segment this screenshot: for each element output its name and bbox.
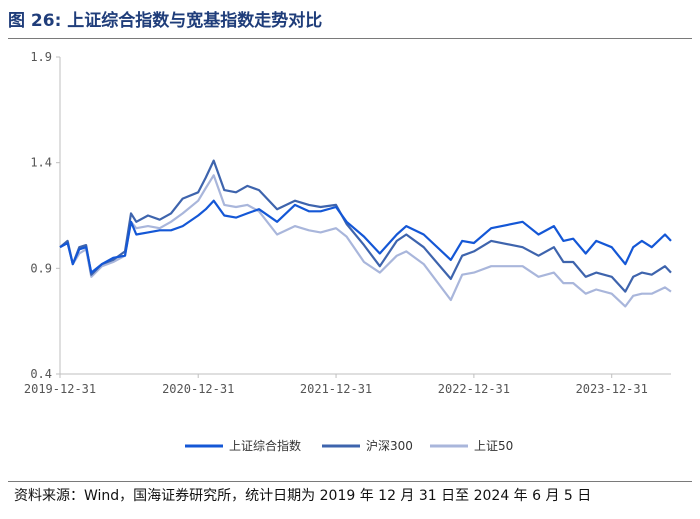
legend-label-1: 沪深300 xyxy=(366,439,413,453)
legend-label-2: 上证50 xyxy=(474,439,513,453)
series-line-2 xyxy=(59,174,672,308)
chart-axes xyxy=(59,57,671,375)
x-tick-label: 2019-12-31 xyxy=(24,382,96,396)
x-tick-label: 2022-12-31 xyxy=(438,382,510,396)
x-tick-label: 2021-12-31 xyxy=(300,382,372,396)
x-tick-label: 2023-12-31 xyxy=(576,382,648,396)
x-tick-label: 2020-12-31 xyxy=(162,382,234,396)
series-line-0 xyxy=(59,199,672,274)
y-tick-label: 1.4 xyxy=(30,156,52,170)
figure-title: 图 26: 上证综合指数与宽基指数走势对比 xyxy=(8,11,323,31)
y-axis-ticks: 1.9 1.4 0.9 0.4 xyxy=(30,50,60,381)
y-tick-label: 0.9 xyxy=(30,261,52,275)
line-chart: 1.9 1.4 0.9 0.4 2019-12-31 2020-12-31 2021-12… xyxy=(24,50,672,453)
source-divider xyxy=(8,481,692,482)
chart-series xyxy=(59,159,672,308)
chart-legend: 上证综合指数 沪深300 上证50 xyxy=(185,438,513,453)
title-divider xyxy=(8,38,692,39)
y-tick-label: 1.9 xyxy=(30,50,52,64)
source-note: 资料来源：Wind，国海证券研究所，统计日期为 2019 年 12 月 31 日… xyxy=(14,488,592,504)
x-axis-ticks: 2019-12-31 2020-12-31 2021-12-31 2022-12-31… xyxy=(24,374,648,396)
legend-label-0: 上证综合指数 xyxy=(229,438,301,453)
y-tick-label: 0.4 xyxy=(30,367,52,381)
